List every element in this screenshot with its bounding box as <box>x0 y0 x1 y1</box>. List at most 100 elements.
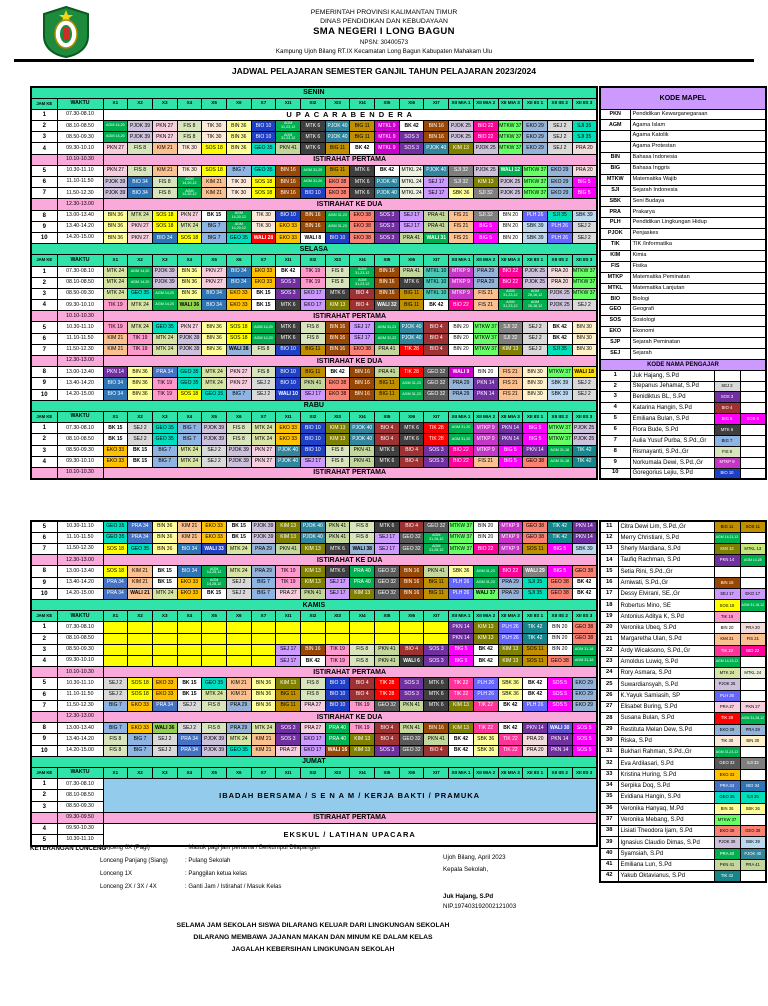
subject-cell: PRA 41 <box>374 343 400 357</box>
subject-cell: AGM 14,20 <box>250 332 277 345</box>
class-column-header: XII IIS 2 <box>546 410 573 424</box>
subject-cell: PKN 41 <box>324 531 351 544</box>
subject-cell: EKO 29 <box>571 677 598 690</box>
subject-cell: SEJ 17 <box>374 542 400 556</box>
class-column-header: XII IIS 1 <box>522 766 548 780</box>
teacher-subject-badge: SBK 39 <box>739 836 767 849</box>
teacher-name: Rory Asmara, S.Pd <box>617 667 715 680</box>
teacher-subject-badge: AGM 31,28,12 <box>739 712 767 725</box>
subject-cell: PJOK 25 <box>522 276 548 289</box>
subject-cell: BIO 22 <box>448 299 474 312</box>
subject-cell: PKN 14 <box>472 388 499 401</box>
mapel-code: PKN <box>599 108 631 121</box>
subject-cell: MTKW 37 <box>472 321 499 334</box>
subject-cell: GEO 38 <box>546 576 573 589</box>
subject-cell <box>300 632 326 645</box>
subject-cell: MTKW 37 <box>472 343 499 357</box>
subject-cell: KIM 13 <box>472 621 499 634</box>
teacher-subject-badge: BIO 22 <box>739 644 767 657</box>
teacher-number: 7 <box>599 434 631 447</box>
subject-cell: AGM 31,23,12 <box>497 299 524 312</box>
subject-cell: TIK 19 <box>324 654 351 668</box>
teacher-subject-badge: SOS 18 <box>713 599 741 612</box>
teacher-subject-badge: MTKL 24 <box>739 667 767 680</box>
subject-cell: WALI 29 <box>522 565 548 578</box>
mapel-code: PRA <box>599 206 631 219</box>
subject-cell: PKN 27 <box>201 276 227 289</box>
mapel-label: Sejarah Peminatan <box>629 336 767 349</box>
subject-cell: KIM 13 <box>300 565 326 578</box>
subject-cell: WALI 38 <box>225 343 252 357</box>
subject-cell: TIK 22 <box>448 677 474 690</box>
subject-cell: BIG 7 <box>176 422 203 435</box>
subject-cell: PLH 26 <box>448 587 474 600</box>
subject-cell: MTK 24 <box>102 265 129 278</box>
subject-cell: AGM 31,18 <box>546 455 573 468</box>
teacher-number: 40 <box>599 847 619 860</box>
subject-cell: BIG 7 <box>102 699 129 712</box>
subject-cell: BIG 7 <box>201 220 227 233</box>
subject-cell: GEO 35 <box>151 433 178 446</box>
teacher-subject-badge: EKO 29 <box>713 723 741 736</box>
subject-cell: BIG 5 <box>497 455 524 468</box>
subject-cell: SEJ 17 <box>349 321 376 334</box>
place-date: Ujoh Bilang, April 2023 <box>443 854 506 861</box>
teacher-subject-badge <box>739 610 767 624</box>
subject-cell <box>398 632 425 645</box>
subject-cell: EKO 33 <box>275 231 301 245</box>
subject-cell: PKN 14 <box>546 733 573 746</box>
jam-ke-cell: 4 <box>30 299 58 312</box>
waktu-cell: 09.30-10.10 <box>56 299 104 312</box>
subject-cell: SOS 3 <box>374 209 400 222</box>
waktu-cell: 10.30-11.10 <box>56 321 104 334</box>
subject-cell: GEO 32 <box>423 377 450 390</box>
subject-cell: KIM 21 <box>225 677 252 690</box>
npsn: NPSN: 30400573 <box>359 39 409 47</box>
subject-cell: SOS 18 <box>176 231 203 245</box>
jam-ke-cell: 7 <box>30 542 58 556</box>
subject-cell: MTK 6 <box>398 422 425 435</box>
teacher-number: 18 <box>599 599 619 612</box>
teacher-subject-badge <box>739 369 767 382</box>
waktu-cell: 11.50-12.30 <box>56 343 104 357</box>
subject-cell: TIK 19 <box>300 265 326 278</box>
waktu-cell: 08.50-09.30 <box>56 800 104 813</box>
teacher-name: Dessy Elvirani, SE.,Gr <box>617 588 715 601</box>
subject-cell: SOS 18 <box>127 688 153 701</box>
teacher-subject-badge: BIO 4 <box>713 402 741 415</box>
letterhead-line2: DINAS PENDIDIKAN DAN KEBUDAYAAN <box>320 18 448 26</box>
subject-cell: EKO 38 <box>349 209 376 222</box>
subject-cell: PRA 40 <box>349 576 376 589</box>
subject-cell: MTKP 9 <box>497 520 524 533</box>
subject-cell: BIG 7 <box>250 576 277 589</box>
subject-cell: EKO 29 <box>571 699 598 712</box>
jam-ke-cell: 3 <box>30 287 58 301</box>
waktu-cell: 09.30-10.10 <box>56 142 104 155</box>
subject-cell: PJOK 40 <box>374 187 400 200</box>
subject-cell: BK 15 <box>127 444 153 457</box>
subject-cell: WALI 12 <box>497 164 524 178</box>
subject-cell: BK 15 <box>225 520 252 533</box>
mapel-label: Pendidikan Lingkungan Hidup <box>629 217 767 230</box>
teacher-subject-badge: SJI 35 <box>739 791 767 804</box>
subject-cell: GEO 32 <box>398 531 425 544</box>
mapel-code: BIN <box>599 152 631 164</box>
subject-cell: WALI 31 <box>423 231 450 245</box>
class-column-header: X2 <box>127 410 153 424</box>
subject-cell: SEJ 2 <box>225 576 252 589</box>
subject-cell: EKO 33 <box>176 587 203 600</box>
header-rule <box>14 59 754 62</box>
subject-cell: BIN 36 <box>225 120 252 133</box>
subject-cell: BIO 10 <box>300 444 326 457</box>
subject-cell: PKN 41 <box>374 654 400 668</box>
teacher-subject-badge: BIG 7 <box>713 434 741 447</box>
subject-cell: PJOK 40 <box>349 422 376 435</box>
subject-cell: BIO 10 <box>250 131 277 144</box>
subject-cell: BIO 10 <box>324 231 351 245</box>
subject-cell: AGM 31,23,12 <box>275 120 301 133</box>
subject-cell: GEO 35 <box>225 231 252 245</box>
subject-cell: KIM 13 <box>275 531 301 544</box>
subject-cell: PJOK 25 <box>571 433 598 446</box>
subject-cell: GEO 35 <box>176 377 203 390</box>
subject-cell: BIG 7 <box>225 388 252 401</box>
